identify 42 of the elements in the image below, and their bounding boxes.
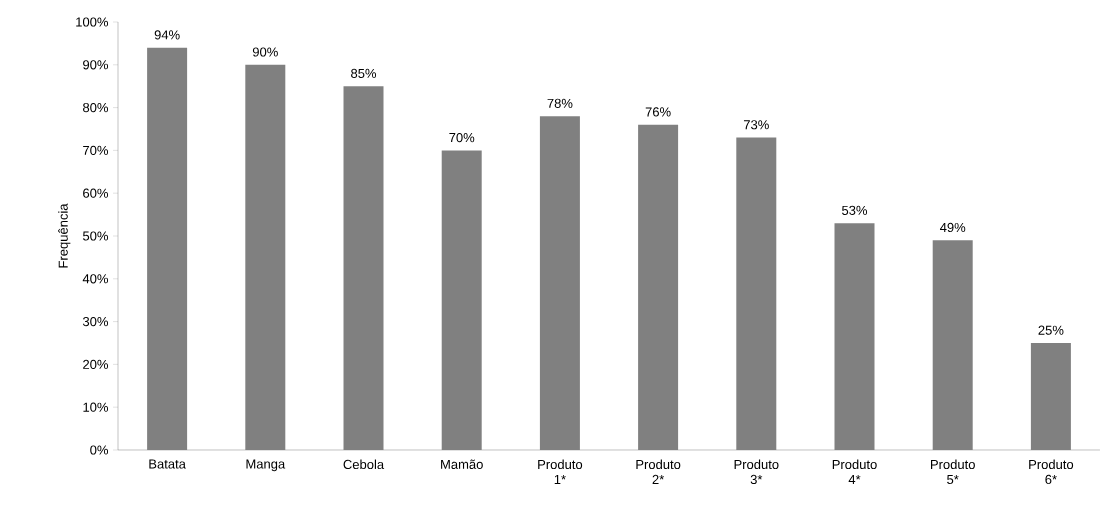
y-tick-label: 90% — [83, 60, 109, 70]
y-tick-label: 30% — [82, 316, 109, 327]
y-tick-label: 50% — [82, 231, 109, 241]
y-axis-title: Frequência — [58, 203, 71, 268]
y-tick-label: 40% — [82, 274, 109, 284]
x-tick-label: Mamão — [441, 459, 483, 469]
data-label: 76% — [645, 107, 671, 117]
y-tick-label: 80% — [83, 102, 109, 113]
bar — [834, 223, 875, 450]
bar — [1030, 342, 1071, 450]
bar — [441, 150, 482, 450]
data-label: 85% — [351, 68, 377, 78]
y-tick-label: 10% — [83, 402, 109, 412]
y-tick-label: 100% — [76, 17, 109, 27]
x-tick-label: Produto 4* — [832, 459, 877, 484]
data-label: 94% — [154, 30, 180, 40]
y-tick-label: 70% — [83, 145, 109, 155]
data-label: 49% — [939, 222, 966, 233]
bar — [736, 137, 777, 450]
x-tick-label: Produto 1* — [538, 459, 583, 484]
bar — [343, 86, 384, 450]
data-label: 78% — [547, 98, 573, 108]
bar — [245, 64, 286, 450]
bar — [932, 240, 973, 450]
y-tick-label: 0% — [90, 445, 109, 455]
x-tick-label: Produto 6* — [1029, 459, 1074, 485]
x-tick-label: Cebola — [343, 459, 385, 470]
bar — [147, 47, 188, 450]
data-label: 53% — [842, 205, 868, 215]
x-tick-label: Produto 3* — [734, 459, 779, 485]
x-tick-label: Manga — [246, 459, 286, 472]
data-label: 70% — [449, 132, 475, 143]
y-tick-label: 20% — [83, 359, 109, 369]
data-label: 90% — [252, 47, 278, 57]
data-label: 73% — [743, 120, 769, 130]
x-tick-label: Batata — [149, 459, 186, 469]
y-tick-label: 60% — [83, 188, 109, 198]
data-label: 25% — [1038, 325, 1064, 335]
bar — [539, 116, 580, 450]
bar — [638, 124, 679, 450]
x-tick-label: Produto 5* — [931, 459, 975, 485]
x-tick-label: Produto 2* — [636, 459, 681, 484]
